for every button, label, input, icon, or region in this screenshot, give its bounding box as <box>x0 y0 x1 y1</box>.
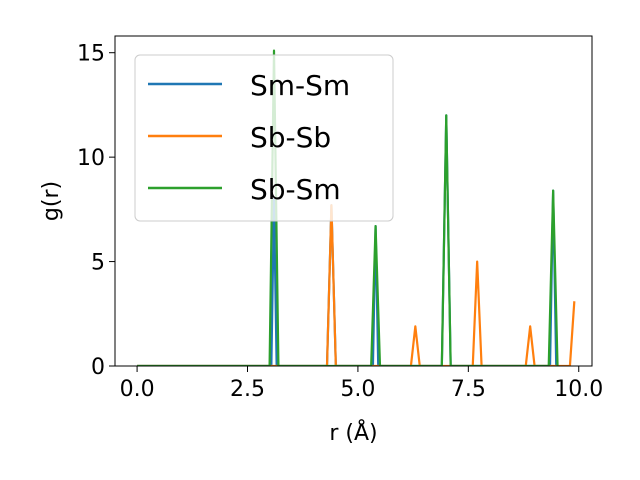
legend-label: Sb-Sm <box>250 173 341 206</box>
y-tick-label: 15 <box>77 42 105 67</box>
x-tick-label: 2.5 <box>230 377 265 402</box>
legend-label: Sm-Sm <box>250 69 350 102</box>
x-axis-label: r (Å) <box>329 419 377 446</box>
y-axis-label: g(r) <box>39 181 64 221</box>
legend: Sm-Sm Sb-Sb Sb-Sm <box>134 54 394 222</box>
x-tick-label: 10.0 <box>554 377 603 402</box>
y-tick-label: 0 <box>91 355 105 380</box>
series-line-sb-sb <box>137 204 576 366</box>
series-layer <box>137 49 576 366</box>
y-tick-label: 10 <box>77 146 105 171</box>
plot-frame <box>114 35 593 367</box>
y-axis: 0 5 10 15 <box>77 42 115 380</box>
y-tick-label: 5 <box>91 251 105 276</box>
x-tick-label: 0.0 <box>120 377 155 402</box>
legend-box <box>134 54 394 222</box>
x-axis: 0.0 2.5 5.0 7.5 10.0 <box>120 366 603 402</box>
legend-label: Sb-Sb <box>250 121 331 154</box>
x-tick-label: 5.0 <box>340 377 375 402</box>
series-line-sb-sm <box>137 49 559 366</box>
x-tick-label: 7.5 <box>451 377 486 402</box>
